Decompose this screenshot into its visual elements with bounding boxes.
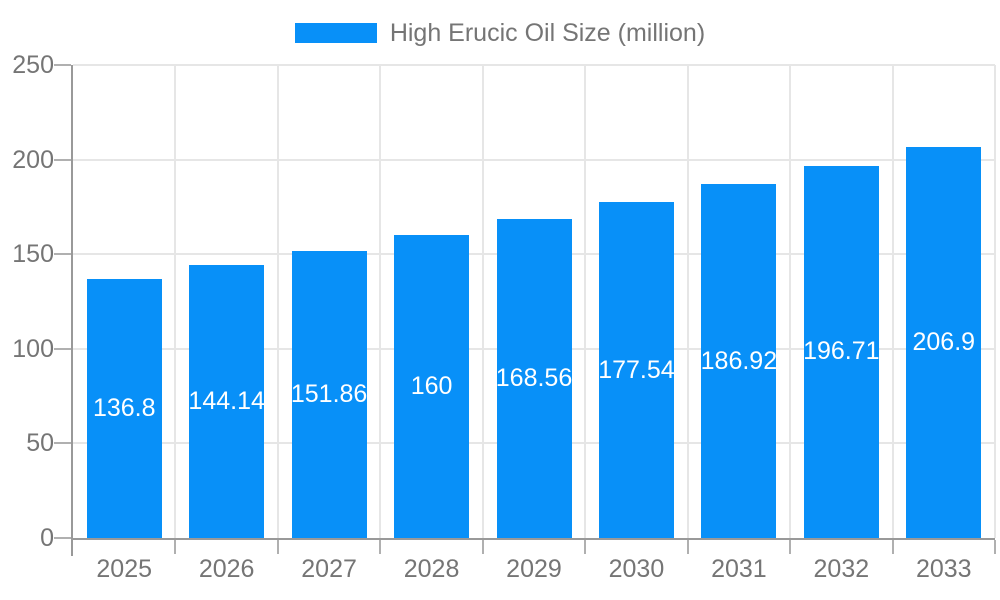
bar-value-label: 206.9 bbox=[912, 327, 976, 356]
bar-value-label: 186.92 bbox=[700, 346, 778, 375]
x-axis-tick bbox=[174, 540, 177, 554]
x-axis-tick bbox=[379, 540, 382, 554]
bar-value-label: 151.86 bbox=[290, 379, 368, 408]
bar[interactable]: 160 bbox=[394, 235, 470, 538]
bar-value-label: 144.14 bbox=[188, 387, 265, 416]
x-axis-tick bbox=[584, 540, 587, 554]
gridline-vertical bbox=[686, 65, 689, 538]
y-axis-tick bbox=[54, 442, 71, 445]
legend-item[interactable]: High Erucic Oil Size (million) bbox=[294, 19, 706, 47]
legend: High Erucic Oil Size (million) bbox=[0, 19, 1000, 47]
legend-swatch-icon bbox=[294, 23, 377, 43]
x-axis-tick-label: 2027 bbox=[301, 555, 357, 583]
bar-value-label: 168.56 bbox=[495, 364, 573, 393]
bar[interactable]: 177.54 bbox=[598, 202, 675, 538]
bar[interactable]: 196.71 bbox=[803, 165, 880, 538]
bar-value-label: 177.54 bbox=[598, 355, 675, 384]
y-axis-tick bbox=[54, 253, 71, 256]
x-axis-tick-label: 2028 bbox=[403, 555, 460, 583]
bar[interactable]: 206.9 bbox=[906, 146, 982, 538]
gridline-vertical bbox=[584, 65, 587, 538]
y-axis-tick bbox=[54, 158, 71, 161]
x-axis-line bbox=[71, 538, 995, 540]
x-axis-tick-label: 2025 bbox=[96, 555, 153, 583]
gridline-vertical bbox=[379, 65, 382, 538]
bar-value-label: 160 bbox=[410, 372, 453, 401]
y-axis-tick-label: 150 bbox=[12, 240, 54, 269]
gridline-vertical bbox=[481, 65, 484, 538]
x-axis-tick-label: 2026 bbox=[198, 555, 255, 583]
x-axis-tick bbox=[994, 540, 996, 554]
x-axis-tick bbox=[891, 540, 894, 554]
bar-value-label: 196.71 bbox=[803, 337, 880, 366]
x-axis-tick-label: 2030 bbox=[608, 555, 665, 583]
x-axis-tick-label: 2031 bbox=[711, 555, 767, 583]
legend-label: High Erucic Oil Size (million) bbox=[389, 19, 706, 47]
x-axis-tick-label: 2033 bbox=[915, 555, 972, 583]
bar[interactable]: 144.14 bbox=[188, 265, 265, 538]
plot-area: 0 50 100 150 200 250 2025 2026 2027 2028 2029 2030 2… bbox=[12, 51, 996, 583]
y-axis-tick bbox=[54, 537, 71, 539]
x-axis-tick-label: 2032 bbox=[813, 555, 870, 583]
y-axis-tick-label: 50 bbox=[26, 429, 54, 458]
bar-value-label: 136.8 bbox=[92, 394, 156, 423]
gridline-vertical bbox=[789, 65, 792, 538]
x-axis-tick bbox=[481, 540, 484, 554]
gridline-vertical bbox=[891, 65, 894, 538]
bar[interactable]: 186.92 bbox=[700, 184, 778, 538]
gridline-horizontal bbox=[73, 64, 995, 66]
y-axis-tick-label: 100 bbox=[12, 334, 54, 363]
y-axis-tick bbox=[54, 64, 71, 66]
bar[interactable]: 151.86 bbox=[290, 250, 368, 538]
x-axis-tick bbox=[686, 540, 689, 554]
x-axis-tick bbox=[276, 540, 279, 554]
bar[interactable]: 168.56 bbox=[495, 219, 573, 538]
y-axis-tick-label: 250 bbox=[12, 51, 54, 79]
x-axis-tick bbox=[789, 540, 792, 554]
y-axis-tick-label: 0 bbox=[40, 524, 54, 552]
y-axis-tick-label: 200 bbox=[12, 145, 54, 174]
gridline-vertical bbox=[276, 65, 279, 538]
y-axis-line bbox=[71, 65, 73, 556]
x-axis-tick-label: 2029 bbox=[506, 555, 562, 583]
gridline-horizontal bbox=[73, 158, 995, 161]
gridline-vertical bbox=[174, 65, 177, 538]
bar[interactable]: 136.8 bbox=[86, 279, 162, 538]
gridline-vertical bbox=[994, 65, 996, 538]
y-axis-tick bbox=[54, 347, 71, 350]
